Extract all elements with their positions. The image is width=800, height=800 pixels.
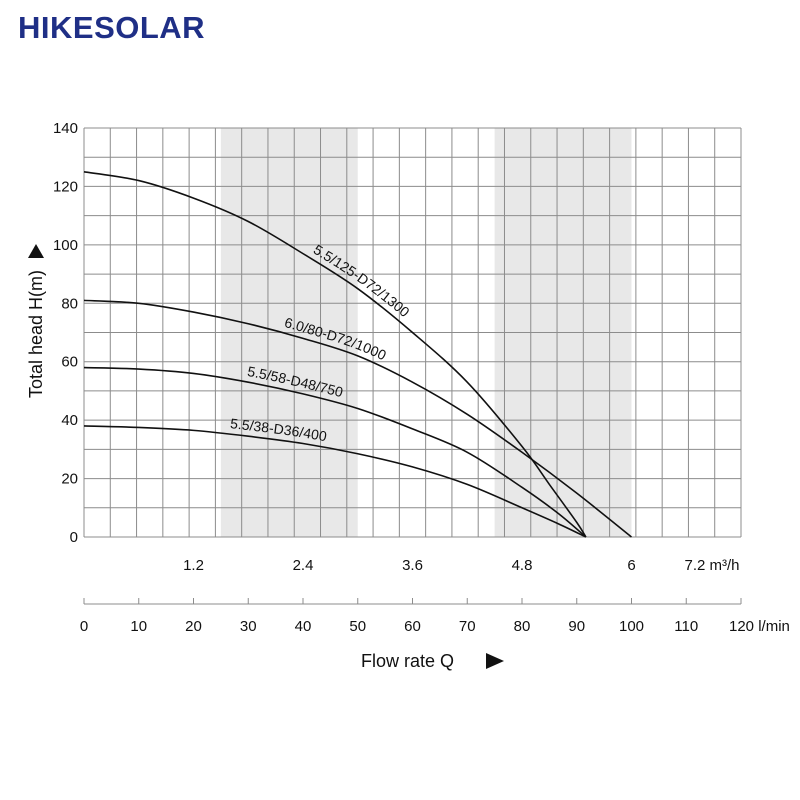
x-tick-label-m3h: 2.4 — [293, 557, 314, 574]
y-tick-label: 0 — [70, 529, 78, 546]
pump-curves — [83, 171, 632, 538]
lmin-scale — [83, 598, 742, 605]
curve-6-0-80-d72-1000 — [83, 299, 632, 538]
y-tick-labels: 0 20 40 60 80 100 120 140 — [53, 120, 78, 546]
x-tick-label-lmin: 80 — [514, 618, 531, 635]
brand-logo: HIKESOLAR — [18, 10, 206, 45]
x-tick-label-m3h: 1.2 — [183, 557, 204, 574]
x-tick-label-lmin: 40 — [295, 618, 312, 635]
x-tick-label-lmin: 100 — [619, 618, 644, 635]
x-tick-label-m3h: 7.2 m³/h — [684, 557, 739, 574]
x-axis-arrow-icon — [486, 653, 504, 669]
x-tick-labels-m3h: 1.2 2.4 3.6 4.8 6 7.2 m³/h — [183, 557, 739, 574]
x-axis-title: Flow rate Q — [361, 651, 454, 671]
x-tick-label-lmin: 30 — [240, 618, 257, 635]
x-tick-label-m3h: 4.8 — [512, 557, 533, 574]
curve-5-5-58-d48-750 — [83, 366, 587, 538]
x-tick-label-lmin: 0 — [80, 618, 88, 635]
y-tick-label: 20 — [61, 471, 78, 488]
x-tick-label-lmin: 10 — [130, 618, 147, 635]
y-tick-label: 120 — [53, 178, 78, 195]
y-tick-label: 40 — [61, 412, 78, 429]
x-tick-label-m3h: 6 — [627, 557, 635, 574]
x-tick-labels-lmin: 0 10 20 30 40 50 60 70 80 90 100 110 120 l/min — [80, 618, 790, 635]
y-axis-title: Total head H(m) — [26, 270, 46, 398]
x-tick-label-lmin: 60 — [404, 618, 421, 635]
x-tick-label-lmin: 90 — [568, 618, 585, 635]
x-tick-label-lmin: 120 l/min — [729, 618, 790, 635]
y-tick-label: 60 — [61, 354, 78, 371]
x-tick-label-lmin: 70 — [459, 618, 476, 635]
y-tick-label: 80 — [61, 295, 78, 312]
x-tick-label-m3h: 3.6 — [402, 557, 423, 574]
y-tick-label: 140 — [53, 120, 78, 137]
x-tick-label-lmin: 20 — [185, 618, 202, 635]
curve-5-5-125-d72-1300 — [83, 171, 587, 538]
y-tick-label: 100 — [53, 237, 78, 254]
grid-lines — [83, 127, 742, 538]
x-tick-label-lmin: 50 — [349, 618, 366, 635]
x-tick-label-lmin: 110 — [674, 618, 698, 635]
y-axis-arrow-icon — [28, 244, 44, 258]
axis-titles: Total head H(m) Flow rate Q — [26, 244, 504, 671]
curve-5-5-38-d36-400 — [83, 425, 587, 538]
